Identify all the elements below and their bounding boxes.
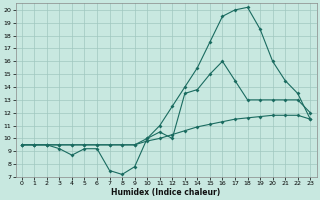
- X-axis label: Humidex (Indice chaleur): Humidex (Indice chaleur): [111, 188, 221, 197]
